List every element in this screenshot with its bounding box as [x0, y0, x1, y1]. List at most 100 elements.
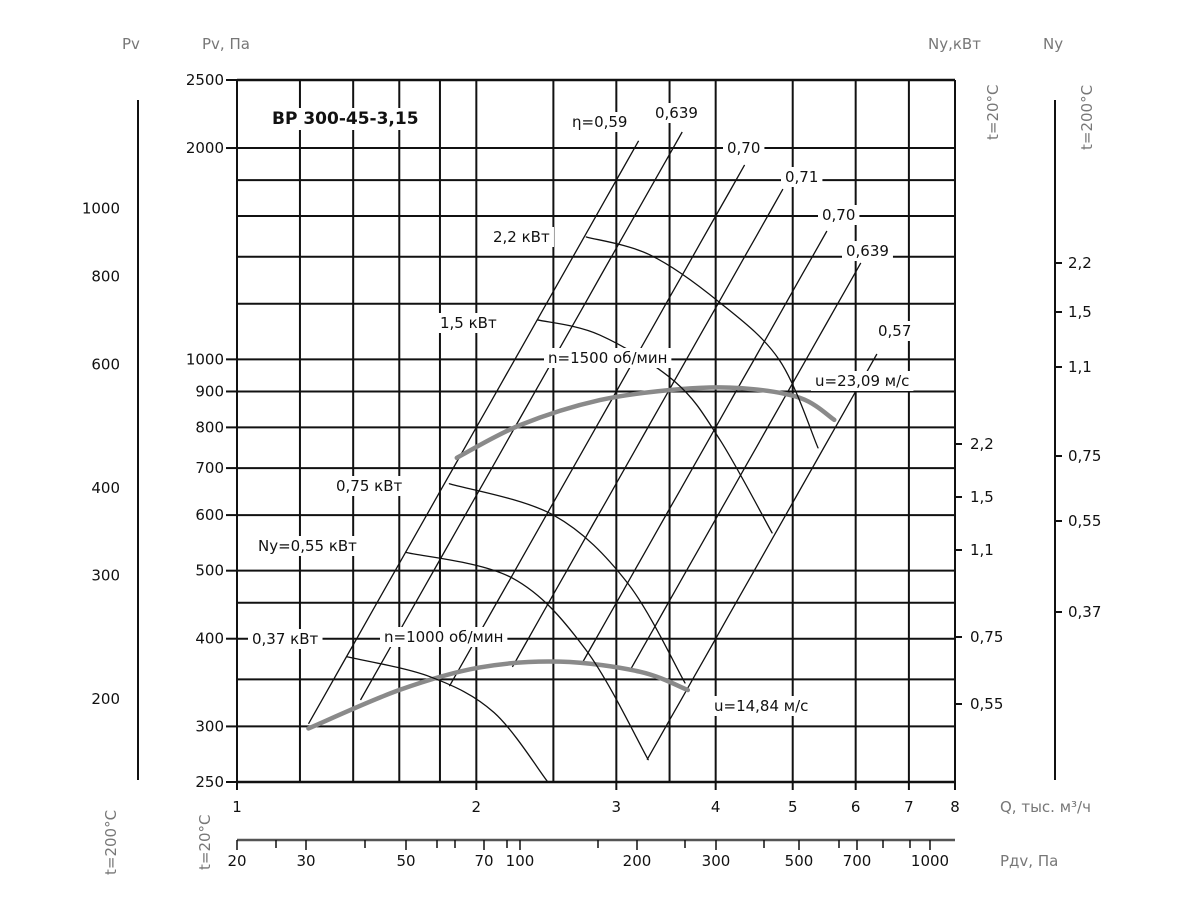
label-background	[254, 536, 362, 556]
tip-speed-label-1500: u=23,09 м/с	[815, 372, 909, 390]
power-200c-tick-label: 0,55	[1068, 512, 1101, 530]
label-background	[651, 103, 702, 123]
y-200c-tick-label: 800	[91, 268, 120, 286]
efficiency-line	[646, 353, 878, 761]
y-tick-label: 600	[195, 506, 224, 524]
power-tick-label: 1,5	[970, 488, 994, 506]
power-curve-label: Nу=0,55 кВт	[258, 537, 357, 555]
efficiency-label: 0,639	[846, 242, 889, 260]
label-background	[489, 227, 554, 247]
power-curve	[537, 319, 773, 534]
x-axis-title: Q, тыс. м³/ч	[1000, 798, 1091, 816]
label-background	[268, 108, 423, 130]
efficiency-line	[359, 131, 683, 701]
power-curve	[585, 236, 819, 449]
tip-speed-label-1000: u=14,84 м/с	[714, 697, 808, 715]
y-tick-label: 250	[195, 773, 224, 791]
pdv-tick-label: 20	[227, 852, 246, 870]
label-background	[842, 241, 893, 261]
power-curve	[346, 656, 548, 782]
curves	[306, 131, 878, 782]
label-background	[781, 167, 823, 187]
x-tick-label: 1	[232, 798, 242, 816]
x-tick-label: 6	[851, 798, 861, 816]
y-axis-200c-title: Pv	[122, 35, 140, 53]
efficiency-label: 0,71	[785, 168, 818, 186]
pdv-tick-label: 100	[506, 852, 535, 870]
power-200c-tick-label: 0,75	[1068, 447, 1101, 465]
x-tick-label: 8	[950, 798, 960, 816]
efficiency-line	[581, 230, 828, 663]
x-tick-label: 7	[904, 798, 914, 816]
power-curve-label: 2,2 кВт	[493, 228, 550, 246]
power-curve-label: 1,5 кВт	[440, 314, 497, 332]
y-tick-label: 2000	[186, 139, 224, 157]
efficiency-line	[307, 140, 640, 725]
speed-label-1500: n=1500 об/мин	[548, 349, 667, 367]
y-200c-tick-label: 600	[91, 355, 120, 373]
label-background	[436, 313, 501, 333]
efficiency-label: 0,70	[727, 139, 760, 157]
pdv-tick-label: 1000	[911, 852, 949, 870]
y-200c-tick-label: 200	[91, 690, 120, 708]
power-200c-tick-label: 1,1	[1068, 358, 1092, 376]
pdv-tick-label: 50	[396, 852, 415, 870]
label-background	[723, 138, 765, 158]
power-curve	[448, 483, 686, 684]
power-axis-200c-title: Nу	[1043, 35, 1063, 53]
pdv-tick-label: 30	[296, 852, 315, 870]
label-background	[818, 205, 860, 225]
pdv-tick-label: 300	[702, 852, 731, 870]
y-tick-label: 1000	[186, 350, 224, 368]
y-tick-label: 800	[195, 418, 224, 436]
labels: ВР 300-45-3,15 η=0,59 0,639 0,70 0,71 0,70 0,6…	[248, 103, 916, 716]
power-tick-label: 2,2	[970, 435, 994, 453]
fan-curve	[454, 385, 837, 461]
power-200c-tick-label: 0,37	[1068, 603, 1101, 621]
power-tick-label: 0,55	[970, 695, 1003, 713]
label-background	[248, 629, 323, 649]
y-tick-label: 900	[195, 382, 224, 400]
power-200c-tick-label: 1,5	[1068, 303, 1092, 321]
chart-title: ВР 300-45-3,15	[272, 109, 419, 129]
y-tick-label: 700	[195, 459, 224, 477]
efficiency-label: 0,57	[878, 322, 911, 340]
efficiency-label: 0,70	[822, 206, 855, 224]
efficiency-label: 0,639	[655, 104, 698, 122]
x-tick-label: 5	[788, 798, 798, 816]
grid	[236, 78, 956, 784]
efficiency-line	[511, 188, 784, 668]
speed-label-1000: n=1000 об/мин	[384, 628, 503, 646]
label-background	[568, 112, 632, 132]
x-tick-label: 3	[612, 798, 622, 816]
power-axis-title: Nу,кВт	[928, 35, 981, 53]
y-200c-tick-label: 400	[91, 479, 120, 497]
power-200c-tick-label: 2,2	[1068, 254, 1092, 272]
power-curve-label: 0,75 кВт	[336, 477, 403, 495]
efficiency-line	[448, 164, 746, 687]
power-tick-label: 0,75	[970, 628, 1003, 646]
label-background	[332, 476, 407, 496]
pdv-tick-label: 70	[474, 852, 493, 870]
label-background	[874, 321, 916, 341]
power-tick-label: 1,1	[970, 541, 994, 559]
y-axis-title: Pv, Па	[202, 35, 250, 53]
y-tick-label: 300	[195, 717, 224, 735]
pdv-tick-label: 700	[843, 852, 872, 870]
label-background	[710, 696, 813, 716]
y-tick-label: 2500	[186, 71, 224, 89]
pdv-temp-200: t=200°C	[102, 810, 120, 875]
y-200c-tick-label: 1000	[82, 200, 120, 218]
y-200c-tick-label: 300	[91, 567, 120, 585]
label-background	[544, 348, 672, 368]
y-tick-label: 500	[195, 562, 224, 580]
x-tick-label: 4	[711, 798, 721, 816]
y-tick-label: 400	[195, 630, 224, 648]
pdv-axis-title: Pдv, Па	[1000, 852, 1058, 870]
pdv-temp-20: t=20°C	[196, 814, 214, 870]
label-background	[811, 371, 914, 391]
fan-curve	[306, 659, 691, 731]
power-axis-temp: t=20°C	[984, 84, 1002, 140]
power-axis-200c-temp: t=200°C	[1078, 85, 1096, 150]
